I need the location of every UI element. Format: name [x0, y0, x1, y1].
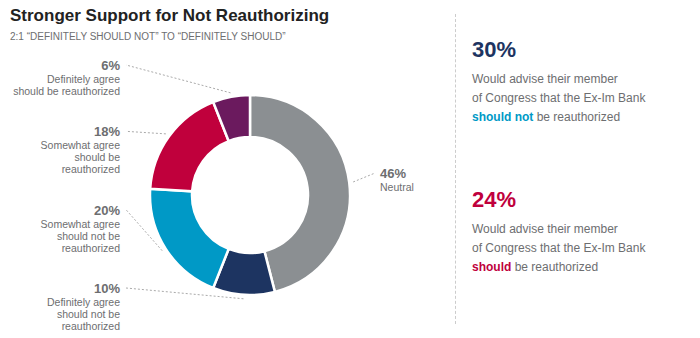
svg-text:Definitely agree: Definitely agree: [47, 73, 120, 85]
html-text:should be reauthorized: should be reauthorized: [472, 260, 599, 274]
svg-text:Somewhat agree: Somewhat agree: [41, 218, 121, 230]
svg-text:18%: 18%: [94, 124, 120, 139]
html-text:2:1 “DEFINITELY SHOULD NOT” TO: 2:1 “DEFINITELY SHOULD NOT” TO “DEFINITE…: [10, 31, 286, 42]
html-text:Stronger Support for Not Reaut: Stronger Support for Not Reauthorizing: [10, 6, 330, 25]
svg-text:reauthorized: reauthorized: [62, 320, 121, 332]
svg-text:should not be: should not be: [57, 230, 120, 242]
svg-text:should be reauthorized: should be reauthorized: [13, 85, 120, 97]
svg-text:Definitely agree: Definitely agree: [47, 296, 120, 308]
svg-text:10%: 10%: [94, 281, 120, 296]
svg-text:reauthorized: reauthorized: [62, 242, 121, 254]
html-text:30%: 30%: [472, 37, 516, 62]
svg-text:46%: 46%: [380, 166, 406, 181]
svg-text:20%: 20%: [94, 203, 120, 218]
html-text:24%: 24%: [472, 187, 516, 212]
html-text:Would advise their member of C: Would advise their member of Congress th…: [472, 222, 646, 255]
svg-text:should be: should be: [74, 151, 120, 163]
svg-text:should not be: should not be: [57, 308, 120, 320]
svg-text:Somewhat agree: Somewhat agree: [41, 139, 121, 151]
html-text:Would advise their member of C: Would advise their member of Congress th…: [472, 72, 646, 105]
svg-text:reauthorized: reauthorized: [62, 163, 121, 175]
svg-text:6%: 6%: [101, 58, 120, 73]
svg-text:Neutral: Neutral: [380, 181, 414, 193]
html-text:should not be reauthorized: should not be reauthorized: [472, 110, 621, 124]
